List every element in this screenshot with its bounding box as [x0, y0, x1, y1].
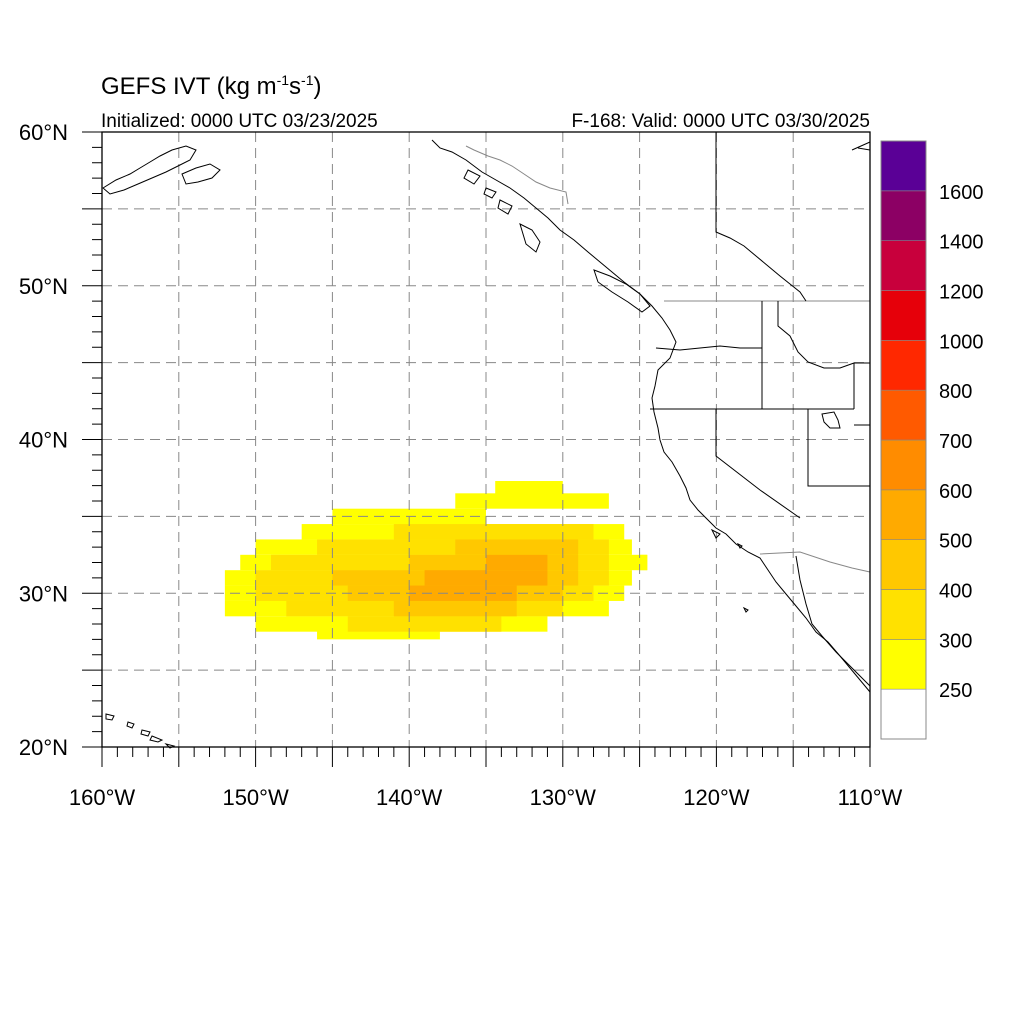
x-tick-label: 150°W [222, 785, 289, 810]
border-us-states [650, 301, 870, 519]
ivt-shading-layer [224, 481, 648, 640]
colorbar-label: 400 [939, 581, 972, 603]
colorbar-box [880, 290, 927, 341]
coastline-hawaii [105, 713, 176, 749]
title-units-exponent: -1 [276, 72, 290, 88]
figure-title: GEFS IVT (kg m-1s-1) [101, 72, 322, 101]
colorbar-label: 500 [939, 531, 972, 553]
y-tick-label: 50°N [19, 274, 68, 299]
border-canada-alaska [465, 145, 569, 205]
ivt-cell [424, 570, 548, 586]
title-units: (kg m [216, 73, 277, 100]
colorbar-outline [880, 140, 927, 740]
colorbar-box [880, 190, 927, 241]
colorbar-label: 600 [939, 481, 972, 503]
y-tick-label: 30°N [19, 581, 68, 606]
y-tick-label: 40°N [19, 428, 68, 453]
colorbar-box [880, 389, 927, 441]
ivt-cell [486, 554, 548, 571]
colorbar-box [880, 589, 927, 640]
coastline-far-ne [851, 141, 871, 151]
colorbar-box [880, 639, 927, 690]
coastline-north-america [431, 139, 871, 693]
border-us-mexico [759, 551, 871, 573]
x-tick-label: 160°W [69, 785, 136, 810]
colorbar: 250 300 400 500 600 700 800 1000 1200 1400 1600 [880, 140, 984, 740]
colorbar-label: 1600 [939, 182, 984, 204]
ivt-cell [455, 493, 609, 509]
coastline-kodiak [181, 163, 221, 185]
colorbar-box [880, 489, 927, 540]
init-time-label: Initialized: 0000 UTC 03/23/2025 [101, 111, 378, 132]
valid-time-label: F-168: Valid: 0000 UTC 03/30/2025 [571, 111, 870, 132]
coastline-sea-of-cortez-islands [710, 528, 749, 613]
map-frame-layer [82, 131, 871, 767]
x-tick-label: 140°W [376, 785, 443, 810]
title-units: ) [313, 73, 322, 100]
coastline-layer [102, 139, 871, 749]
x-tick-label: 130°W [530, 785, 597, 810]
colorbar-box [880, 539, 927, 590]
coastline-alaska [102, 145, 197, 195]
graticule-layer [102, 132, 870, 747]
political-border-layer [465, 132, 871, 573]
coastline-baja [795, 555, 871, 687]
y-tick-label: 20°N [19, 735, 68, 760]
title-model: GEFS IVT [101, 73, 210, 100]
coastline-vancouver-island [593, 269, 651, 313]
colorbar-label: 1400 [939, 232, 984, 254]
colorbar-label: 1200 [939, 282, 984, 304]
x-tick-label: 110°W [838, 785, 903, 810]
ivt-cell [347, 616, 502, 632]
ivt-cell [495, 481, 563, 497]
x-tick-label: 120°W [683, 785, 750, 810]
coastline-islands-north [463, 169, 541, 253]
colorbar-label: 250 [939, 680, 972, 702]
colorbar-box [880, 140, 927, 192]
colorbar-box [880, 240, 927, 291]
colorbar-box [880, 340, 927, 391]
colorbar-label: 800 [939, 381, 972, 403]
colorbar-label: 1000 [939, 331, 984, 353]
ivt-cell [393, 600, 517, 617]
colorbar-box [880, 688, 927, 740]
title-units: s [289, 73, 302, 100]
ivt-cell [455, 539, 579, 555]
coastline-great-salt-lake [821, 411, 841, 429]
title-units-exponent: -1 [301, 72, 314, 88]
border-canada-province [715, 132, 807, 302]
axis-label-layer: 160°W 150°W 140°W 130°W 120°W 110°W 20°N 30°N 40… [19, 120, 903, 810]
ivt-cell [393, 524, 594, 540]
colorbar-box [880, 439, 927, 491]
colorbar-label: 300 [939, 630, 972, 652]
y-tick-label: 60°N [19, 120, 68, 145]
colorbar-label: 700 [939, 431, 972, 453]
